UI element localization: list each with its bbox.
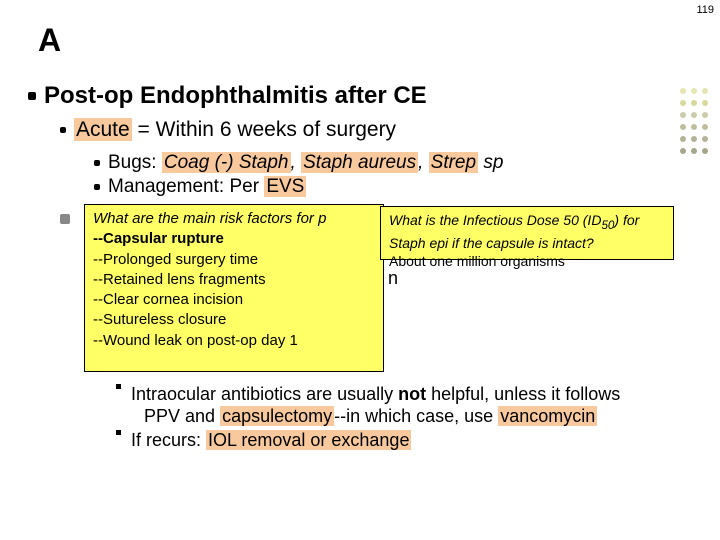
text: sp xyxy=(478,152,503,173)
bugs-row: Bugs: Coag (-) Staph, Staph aureus, Stre… xyxy=(94,152,503,174)
flash-line: Staph epi if the capsule is intact? xyxy=(389,234,665,253)
flash-answer: About one million organisms xyxy=(389,252,665,271)
heading-text: Post-op Endophthalmitis after CE xyxy=(44,82,427,110)
decorative-dots xyxy=(680,88,710,158)
bullet-icon xyxy=(94,184,100,190)
sep: , xyxy=(291,152,302,173)
tail-row: PPV and capsulectomy--in which case, use… xyxy=(144,406,704,427)
heading-row: Post-op Endophthalmitis after CE xyxy=(28,82,427,110)
flash-answer: --Wound leak on post-op day 1 xyxy=(93,331,375,351)
highlight: Acute xyxy=(74,118,132,141)
tail-row: If recurs: IOL removal or exchange xyxy=(116,430,686,451)
bullet-icon xyxy=(60,214,70,224)
management-row: Management: Per EVS xyxy=(94,176,306,198)
bullet-icon xyxy=(60,127,66,133)
highlight: Staph aureus xyxy=(301,152,418,173)
highlight: IOL removal or exchange xyxy=(206,430,411,450)
flash-answer: --Clear cornea incision xyxy=(93,290,375,310)
subheading-text: Acute = Within 6 weeks of surgery xyxy=(74,118,396,142)
highlight: Strep xyxy=(429,152,478,173)
highlight: EVS xyxy=(264,176,306,197)
flash-answer: --Capsular rupture xyxy=(93,229,375,249)
subscript: 50 xyxy=(601,219,614,232)
highlight: Coag (-) Staph xyxy=(162,152,291,173)
bullet-icon xyxy=(94,160,100,166)
tail-text: Intraocular antibiotics are usually not … xyxy=(131,384,620,405)
subheading-row: Acute = Within 6 weeks of surgery xyxy=(60,118,396,142)
page-number: 119 xyxy=(696,4,714,16)
tail-text: If recurs: IOL removal or exchange xyxy=(131,430,411,451)
mgmt-text: Management: Per EVS xyxy=(108,176,306,198)
bold-text: not xyxy=(398,384,426,404)
label: Management: Per xyxy=(108,176,264,197)
label: Bugs: xyxy=(108,152,162,173)
flash-answer: --Prolonged surgery time xyxy=(93,250,375,270)
bugs-text: Bugs: Coag (-) Staph, Staph aureus, Stre… xyxy=(108,152,503,174)
bullet-icon xyxy=(116,430,121,435)
flash-line: What is the Infectious Dose 50 (ID50) fo… xyxy=(389,211,665,234)
flash-answer: --Retained lens fragments xyxy=(93,270,375,290)
flashcard-right: What is the Infectious Dose 50 (ID50) fo… xyxy=(380,206,674,260)
flashcard-left: What are the main risk factors for p --C… xyxy=(84,204,384,372)
tail-row: Intraocular antibiotics are usually not … xyxy=(116,384,686,405)
highlight: vancomycin xyxy=(498,406,597,426)
flash-question: What are the main risk factors for p xyxy=(93,209,375,229)
sep: , xyxy=(418,152,429,173)
bullet-icon xyxy=(28,92,36,100)
slide-letter: A xyxy=(38,22,61,59)
flash-answer: --Sutureless closure xyxy=(93,310,375,330)
highlight: capsulectomy xyxy=(220,406,334,426)
bullet-icon xyxy=(116,384,121,389)
text: = Within 6 weeks of surgery xyxy=(132,118,396,141)
